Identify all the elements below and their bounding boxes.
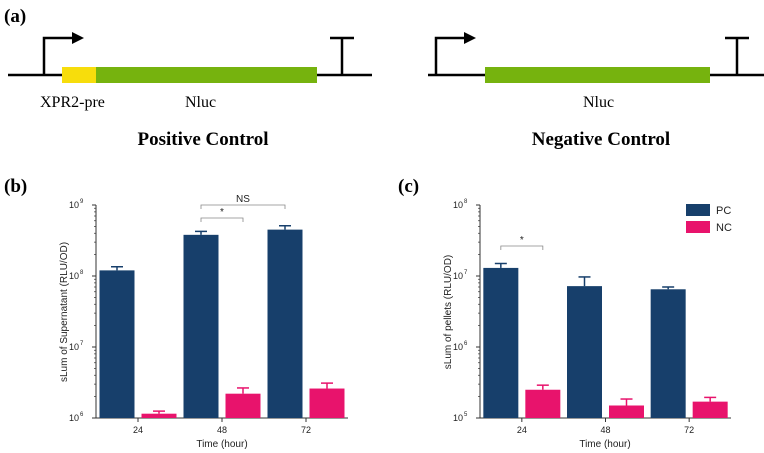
chart-b-ytick-label: 10 (69, 200, 79, 210)
nc-gene-block (485, 67, 710, 83)
chart-c-ytick-exponent: 8 (464, 199, 468, 205)
chart-b-ytick-exponent: 7 (80, 341, 84, 347)
chart-c-significance-star: * (520, 235, 524, 246)
chart-b-xlabel: Time (hour) (196, 439, 247, 450)
terminator-icon (330, 36, 354, 75)
chart-b-ytick-label: 10 (69, 413, 79, 423)
chart-b-bar-pc-48 (183, 234, 219, 418)
chart-b-ytick-exponent: 9 (80, 199, 84, 205)
chart-c-bar-nc-72 (692, 401, 728, 418)
chart-b-ytick-label: 10 (69, 342, 79, 352)
chart-b-ytick-label: 10 (69, 271, 79, 281)
chart-c-bracket-star (500, 245, 544, 250)
chart-c-xlabel: Time (hour) (579, 439, 630, 450)
promoter-arrow-icon (42, 32, 84, 75)
chart-b-bar-nc-48 (225, 393, 261, 418)
chart-c-xtick-label: 24 (517, 425, 527, 435)
chart-b-ytick-exponent: 8 (80, 270, 84, 276)
panel-label-a: (a) (4, 6, 26, 27)
legend-swatch-nc (686, 221, 710, 233)
panel-label-b: (b) (4, 176, 27, 197)
nc-title: Negative Control (532, 129, 670, 150)
chart-b-bar-pc-72 (267, 229, 303, 418)
legend-label-nc: NC (716, 222, 732, 234)
terminator-icon (725, 36, 749, 75)
chart-pellets: sLum of pellets (RLU/OD) Time (hour) PC … (443, 199, 732, 450)
chart-b-bracket-star (200, 217, 244, 222)
pc-title: Positive Control (137, 129, 268, 150)
chart-c-ylabel: sLum of pellets (RLU/OD) (443, 255, 454, 369)
chart-b-ylabel: sLum of Supernatant (RLU/OD) (59, 242, 70, 382)
chart-b-bar-pc-24 (99, 270, 135, 418)
chart-c-bar-pc-24 (483, 267, 519, 418)
pc-signal-block (62, 67, 96, 83)
chart-b-xtick-label: 72 (301, 425, 311, 435)
chart-c-xtick-label: 72 (684, 425, 694, 435)
nc-gene-label: Nluc (583, 94, 614, 111)
chart-b-significance-ns: NS (236, 194, 250, 205)
chart-c-ytick-exponent: 7 (464, 270, 468, 276)
panel-label-c: (c) (398, 176, 419, 197)
chart-c-ytick-exponent: 6 (464, 341, 468, 347)
pc-gene-label: Nluc (185, 94, 216, 111)
chart-b-significance-star: * (220, 207, 224, 218)
pc-gene-block (96, 67, 317, 83)
chart-c-ytick-label: 10 (453, 200, 463, 210)
chart-c-bar-pc-48 (567, 286, 602, 418)
chart-b-ytick-exponent: 6 (80, 412, 84, 418)
chart-supernatant: sLum of Supernatant (RLU/OD) Time (hour)… (59, 194, 348, 450)
chart-c-bar-nc-48 (609, 405, 644, 418)
pc-signal-label: XPR2-pre (40, 94, 105, 111)
chart-c-bar-pc-72 (650, 289, 686, 418)
positive-construct: XPR2-pre Nluc Positive Control (8, 32, 372, 150)
chart-b-bar-nc-24 (141, 413, 177, 418)
promoter-arrow-icon (434, 32, 476, 75)
legend-swatch-pc (686, 204, 710, 216)
chart-b-bracket-ns (200, 204, 286, 209)
chart-c-xtick-label: 48 (600, 425, 610, 435)
chart-c-legend: PC NC (686, 204, 732, 234)
chart-b-xtick-label: 48 (217, 425, 227, 435)
chart-c-ytick-exponent: 5 (464, 412, 468, 418)
negative-construct: Nluc Negative Control (428, 32, 764, 150)
chart-b-xtick-label: 24 (133, 425, 143, 435)
chart-c-bar-nc-24 (525, 389, 561, 418)
chart-c-ytick-label: 10 (453, 413, 463, 423)
legend-label-pc: PC (716, 205, 731, 217)
chart-c-ytick-label: 10 (453, 271, 463, 281)
chart-b-bar-nc-72 (309, 388, 345, 418)
chart-c-ytick-label: 10 (453, 342, 463, 352)
